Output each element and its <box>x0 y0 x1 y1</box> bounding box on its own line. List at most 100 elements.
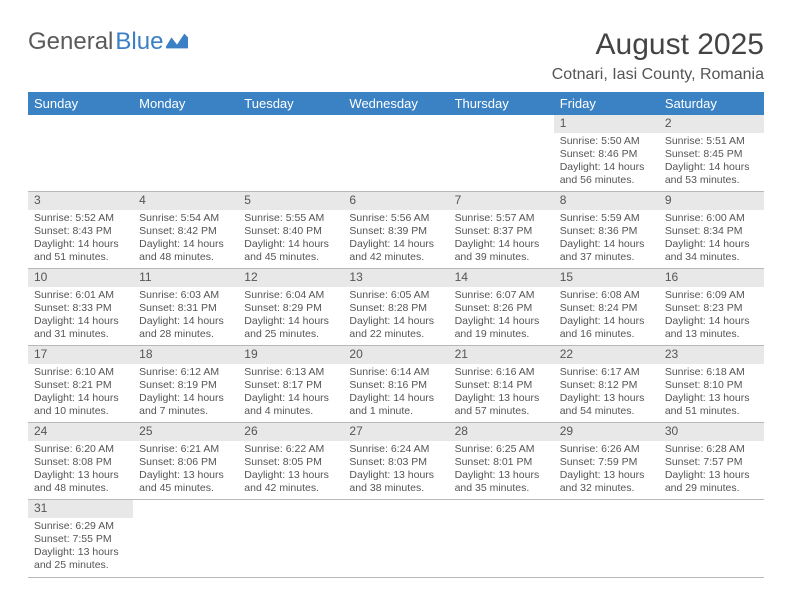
calendar-cell <box>28 115 133 192</box>
day-details: Sunrise: 6:07 AMSunset: 8:26 PMDaylight:… <box>449 287 554 346</box>
day-header: Monday <box>133 92 238 115</box>
day-number: 29 <box>554 423 659 441</box>
day-details: Sunrise: 5:52 AMSunset: 8:43 PMDaylight:… <box>28 210 133 269</box>
calendar-cell <box>659 500 764 577</box>
day-number: 5 <box>238 192 343 210</box>
calendar-cell: 29Sunrise: 6:26 AMSunset: 7:59 PMDayligh… <box>554 423 659 500</box>
day-details: Sunrise: 6:18 AMSunset: 8:10 PMDaylight:… <box>659 364 764 423</box>
calendar-cell: 11Sunrise: 6:03 AMSunset: 8:31 PMDayligh… <box>133 269 238 346</box>
calendar-cell: 9Sunrise: 6:00 AMSunset: 8:34 PMDaylight… <box>659 192 764 269</box>
day-number: 15 <box>554 269 659 287</box>
calendar-cell: 23Sunrise: 6:18 AMSunset: 8:10 PMDayligh… <box>659 346 764 423</box>
calendar-cell <box>343 500 448 577</box>
calendar-cell: 12Sunrise: 6:04 AMSunset: 8:29 PMDayligh… <box>238 269 343 346</box>
day-number: 4 <box>133 192 238 210</box>
calendar-week-row: 3Sunrise: 5:52 AMSunset: 8:43 PMDaylight… <box>28 192 764 269</box>
day-number: 18 <box>133 346 238 364</box>
calendar-cell: 21Sunrise: 6:16 AMSunset: 8:14 PMDayligh… <box>449 346 554 423</box>
calendar-cell: 18Sunrise: 6:12 AMSunset: 8:19 PMDayligh… <box>133 346 238 423</box>
calendar-cell <box>343 115 448 192</box>
day-details: Sunrise: 6:28 AMSunset: 7:57 PMDaylight:… <box>659 441 764 500</box>
day-header: Saturday <box>659 92 764 115</box>
calendar-cell: 17Sunrise: 6:10 AMSunset: 8:21 PMDayligh… <box>28 346 133 423</box>
calendar-week-row: 10Sunrise: 6:01 AMSunset: 8:33 PMDayligh… <box>28 269 764 346</box>
day-details: Sunrise: 5:54 AMSunset: 8:42 PMDaylight:… <box>133 210 238 269</box>
day-details: Sunrise: 5:50 AMSunset: 8:46 PMDaylight:… <box>554 133 659 192</box>
day-details: Sunrise: 5:59 AMSunset: 8:36 PMDaylight:… <box>554 210 659 269</box>
calendar-table: SundayMondayTuesdayWednesdayThursdayFrid… <box>28 92 764 578</box>
calendar-cell <box>238 500 343 577</box>
calendar-cell: 31Sunrise: 6:29 AMSunset: 7:55 PMDayligh… <box>28 500 133 577</box>
calendar-cell: 6Sunrise: 5:56 AMSunset: 8:39 PMDaylight… <box>343 192 448 269</box>
day-details: Sunrise: 6:08 AMSunset: 8:24 PMDaylight:… <box>554 287 659 346</box>
page-title: August 2025 <box>596 28 764 62</box>
day-details: Sunrise: 6:17 AMSunset: 8:12 PMDaylight:… <box>554 364 659 423</box>
day-details: Sunrise: 6:25 AMSunset: 8:01 PMDaylight:… <box>449 441 554 500</box>
day-number: 25 <box>133 423 238 441</box>
calendar-cell: 26Sunrise: 6:22 AMSunset: 8:05 PMDayligh… <box>238 423 343 500</box>
day-details: Sunrise: 6:01 AMSunset: 8:33 PMDaylight:… <box>28 287 133 346</box>
calendar-cell <box>449 500 554 577</box>
day-number: 23 <box>659 346 764 364</box>
day-details: Sunrise: 6:26 AMSunset: 7:59 PMDaylight:… <box>554 441 659 500</box>
calendar-cell: 22Sunrise: 6:17 AMSunset: 8:12 PMDayligh… <box>554 346 659 423</box>
day-number: 1 <box>554 115 659 133</box>
day-details: Sunrise: 6:10 AMSunset: 8:21 PMDaylight:… <box>28 364 133 423</box>
calendar-cell <box>449 115 554 192</box>
calendar-cell: 2Sunrise: 5:51 AMSunset: 8:45 PMDaylight… <box>659 115 764 192</box>
calendar-cell: 25Sunrise: 6:21 AMSunset: 8:06 PMDayligh… <box>133 423 238 500</box>
day-details: Sunrise: 6:21 AMSunset: 8:06 PMDaylight:… <box>133 441 238 500</box>
day-number: 10 <box>28 269 133 287</box>
logo-flag-icon <box>166 33 188 49</box>
day-number: 28 <box>449 423 554 441</box>
calendar-cell <box>133 115 238 192</box>
day-number: 31 <box>28 500 133 518</box>
calendar-cell: 3Sunrise: 5:52 AMSunset: 8:43 PMDaylight… <box>28 192 133 269</box>
day-details: Sunrise: 6:00 AMSunset: 8:34 PMDaylight:… <box>659 210 764 269</box>
calendar-cell <box>238 115 343 192</box>
day-number: 24 <box>28 423 133 441</box>
logo-text-blue: Blue <box>115 28 163 56</box>
calendar-cell: 24Sunrise: 6:20 AMSunset: 8:08 PMDayligh… <box>28 423 133 500</box>
location-text: Cotnari, Iasi County, Romania <box>28 66 764 84</box>
calendar-week-row: 17Sunrise: 6:10 AMSunset: 8:21 PMDayligh… <box>28 346 764 423</box>
day-number: 19 <box>238 346 343 364</box>
day-header: Friday <box>554 92 659 115</box>
day-number: 6 <box>343 192 448 210</box>
day-details: Sunrise: 6:16 AMSunset: 8:14 PMDaylight:… <box>449 364 554 423</box>
day-details: Sunrise: 6:24 AMSunset: 8:03 PMDaylight:… <box>343 441 448 500</box>
calendar-cell: 28Sunrise: 6:25 AMSunset: 8:01 PMDayligh… <box>449 423 554 500</box>
day-details: Sunrise: 6:03 AMSunset: 8:31 PMDaylight:… <box>133 287 238 346</box>
calendar-cell: 13Sunrise: 6:05 AMSunset: 8:28 PMDayligh… <box>343 269 448 346</box>
logo: GeneralBlue <box>28 28 188 56</box>
day-details: Sunrise: 6:12 AMSunset: 8:19 PMDaylight:… <box>133 364 238 423</box>
logo-text-general: General <box>28 28 113 56</box>
day-header: Thursday <box>449 92 554 115</box>
calendar-cell: 5Sunrise: 5:55 AMSunset: 8:40 PMDaylight… <box>238 192 343 269</box>
calendar-cell: 16Sunrise: 6:09 AMSunset: 8:23 PMDayligh… <box>659 269 764 346</box>
day-details: Sunrise: 5:51 AMSunset: 8:45 PMDaylight:… <box>659 133 764 192</box>
day-number: 30 <box>659 423 764 441</box>
day-details: Sunrise: 6:22 AMSunset: 8:05 PMDaylight:… <box>238 441 343 500</box>
day-details: Sunrise: 6:29 AMSunset: 7:55 PMDaylight:… <box>28 518 133 577</box>
day-number: 21 <box>449 346 554 364</box>
day-number: 26 <box>238 423 343 441</box>
calendar-week-row: 31Sunrise: 6:29 AMSunset: 7:55 PMDayligh… <box>28 500 764 577</box>
calendar-cell: 27Sunrise: 6:24 AMSunset: 8:03 PMDayligh… <box>343 423 448 500</box>
calendar-cell <box>554 500 659 577</box>
day-number: 2 <box>659 115 764 133</box>
day-details: Sunrise: 5:56 AMSunset: 8:39 PMDaylight:… <box>343 210 448 269</box>
calendar-cell <box>133 500 238 577</box>
calendar-cell: 20Sunrise: 6:14 AMSunset: 8:16 PMDayligh… <box>343 346 448 423</box>
day-details: Sunrise: 6:04 AMSunset: 8:29 PMDaylight:… <box>238 287 343 346</box>
day-number: 22 <box>554 346 659 364</box>
day-details: Sunrise: 6:05 AMSunset: 8:28 PMDaylight:… <box>343 287 448 346</box>
calendar-week-row: 1Sunrise: 5:50 AMSunset: 8:46 PMDaylight… <box>28 115 764 192</box>
day-details: Sunrise: 6:14 AMSunset: 8:16 PMDaylight:… <box>343 364 448 423</box>
day-number: 8 <box>554 192 659 210</box>
calendar-cell: 10Sunrise: 6:01 AMSunset: 8:33 PMDayligh… <box>28 269 133 346</box>
day-details: Sunrise: 6:20 AMSunset: 8:08 PMDaylight:… <box>28 441 133 500</box>
calendar-cell: 30Sunrise: 6:28 AMSunset: 7:57 PMDayligh… <box>659 423 764 500</box>
day-header: Tuesday <box>238 92 343 115</box>
day-number: 11 <box>133 269 238 287</box>
